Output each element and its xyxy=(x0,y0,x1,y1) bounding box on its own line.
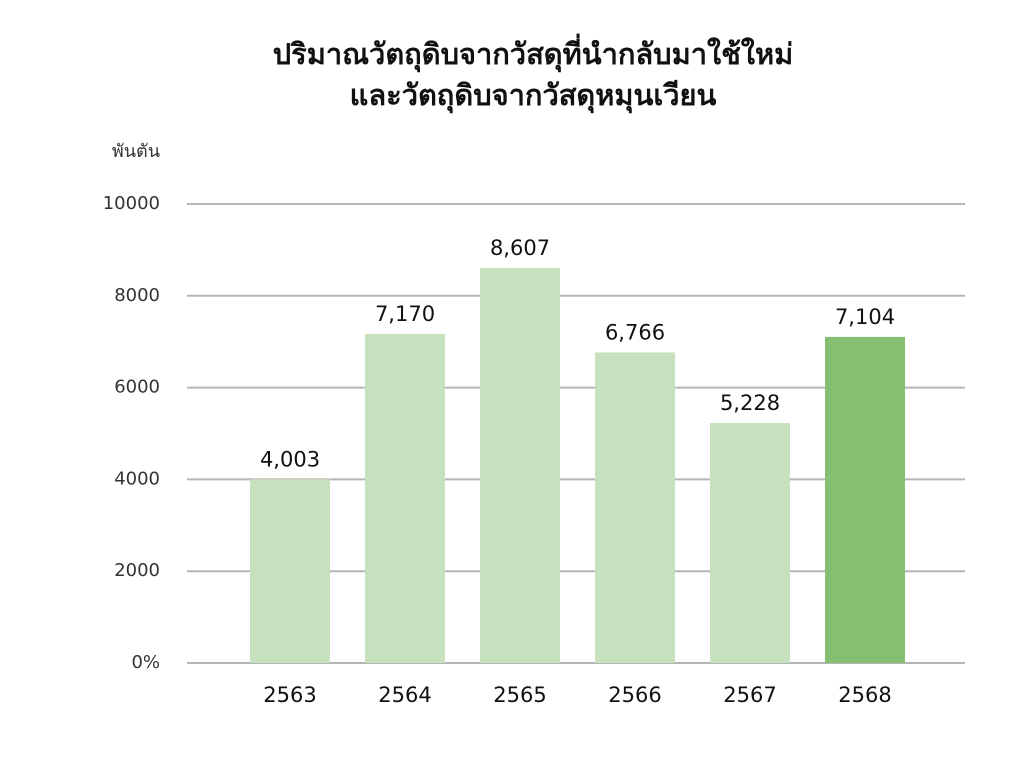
value-label: 7,170 xyxy=(375,302,435,326)
y-tick-label: 10000 xyxy=(103,193,160,214)
chart-title: และวัตถุดิบจากวัสดุหมุนเวียน xyxy=(350,78,717,113)
y-tick-label: 2000 xyxy=(114,560,160,581)
x-tick-label: 2568 xyxy=(838,683,891,707)
bar xyxy=(825,336,905,663)
x-tick-label: 2564 xyxy=(378,683,431,707)
x-tick-label: 2563 xyxy=(263,683,316,707)
x-tick-label: 2567 xyxy=(723,683,776,707)
bar xyxy=(480,267,560,663)
value-label: 6,766 xyxy=(605,320,665,344)
bar xyxy=(595,352,675,663)
bar xyxy=(250,479,330,663)
y-tick-label: 4000 xyxy=(114,468,160,489)
y-tick-label: 8000 xyxy=(114,285,160,306)
value-label: 4,003 xyxy=(260,447,320,471)
x-tick-label: 2566 xyxy=(608,683,661,707)
x-tick-label: 2565 xyxy=(493,683,546,707)
bar xyxy=(365,333,445,663)
y-tick-label: 6000 xyxy=(114,377,160,398)
y-axis-label: พันตัน xyxy=(112,141,160,162)
value-label: 8,607 xyxy=(490,236,550,260)
bar xyxy=(710,423,790,663)
chart-title: ปริมาณวัตถุดิบจากวัสดุที่นำกลับมาใช้ใหม่ xyxy=(273,33,793,72)
value-label: 7,104 xyxy=(835,305,895,329)
value-label: 5,228 xyxy=(720,391,780,415)
y-tick-label: 0% xyxy=(131,652,160,673)
